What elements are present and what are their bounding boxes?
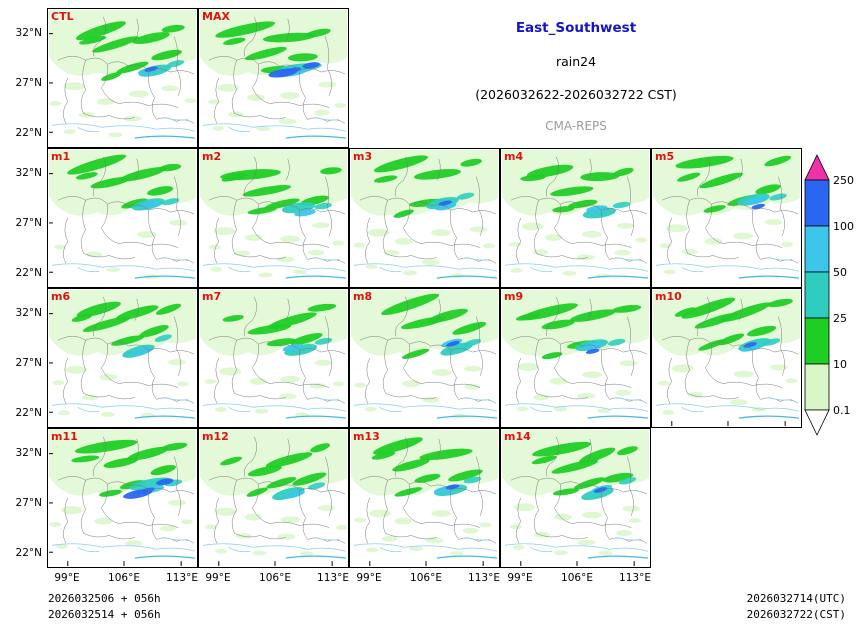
panel-m10: m10 (651, 288, 802, 428)
y-tick-label: 27°N (15, 217, 42, 229)
panel-label-m5: m5 (655, 150, 675, 163)
colorbar-tick-label: 250 (833, 174, 854, 187)
panel-label-ctl: CTL (51, 10, 74, 23)
model-name: CMA-REPS (545, 119, 607, 133)
panel-m5: m5 (651, 148, 802, 288)
x-tick-label: 99°E (356, 572, 382, 584)
colorbar-band (804, 317, 830, 365)
colorbar-over-arrow (804, 154, 830, 181)
panel-label-m8: m8 (353, 290, 373, 303)
panel-map-m7 (200, 289, 347, 419)
panel-label-m2: m2 (202, 150, 222, 163)
panel-label-m7: m7 (202, 290, 222, 303)
panel-m7: m7 (198, 288, 349, 428)
y-tick-label: 22°N (15, 407, 42, 419)
y-tick-label: 32°N (15, 167, 42, 179)
panel-map-m8 (351, 289, 498, 419)
y-tick-label: 27°N (15, 77, 42, 89)
colorbar-tick-label: 10 (833, 358, 847, 371)
footer-init-times: 2026032506 + 056h 2026032514 + 056h (48, 591, 161, 623)
panel-label-m13: m13 (353, 430, 380, 443)
panel-map-m14 (502, 429, 649, 567)
y-tick-label: 32°N (15, 307, 42, 319)
panel-label-m6: m6 (51, 290, 71, 303)
panel-map-m9 (502, 289, 649, 419)
y-tick-label: 32°N (15, 447, 42, 459)
panel-label-m4: m4 (504, 150, 524, 163)
colorbar-tick-label: 25 (833, 312, 847, 325)
x-tick-label: 106°E (259, 572, 291, 584)
x-tick-label: 106°E (108, 572, 140, 584)
panel-map-m6 (49, 289, 196, 419)
panel-map-ctl (49, 9, 197, 139)
panel-m6: m6 (47, 288, 198, 428)
panel-map-m1 (49, 149, 196, 280)
panel-label-m9: m9 (504, 290, 524, 303)
panel-m4: m4 (500, 148, 651, 288)
panel-map-m12 (200, 429, 348, 567)
panel-label-m14: m14 (504, 430, 531, 443)
x-tick-label: 106°E (561, 572, 593, 584)
panel-label-m10: m10 (655, 290, 682, 303)
x-tick-label: 113°E (619, 572, 651, 584)
colorbar-band (804, 363, 830, 411)
footer-valid-times: 2026032714(UTC) 2026032722(CST) (747, 591, 846, 623)
region-title: East_Southwest (515, 20, 637, 36)
panel-map-m10 (653, 289, 800, 427)
panel-m9: m9 (500, 288, 651, 428)
panel-map-m11 (49, 429, 196, 567)
panel-map-max (200, 9, 347, 139)
x-tick-label: 113°E (317, 572, 349, 584)
panel-m8: m8 (349, 288, 500, 428)
panel-m11: m11 (47, 428, 198, 568)
colorbar-tick-label: 100 (833, 220, 854, 233)
colorbar-under-arrow (804, 409, 830, 436)
x-tick-label: 99°E (507, 572, 533, 584)
panel-m13: m13 (349, 428, 500, 568)
panel-max: MAX (198, 8, 349, 148)
panel-map-m5 (653, 149, 800, 279)
panel-label-m1: m1 (51, 150, 71, 163)
valid-period: (2026032622-2026032722 CST) (475, 87, 677, 102)
colorbar: 250 100 50 25 10 0.1 (799, 150, 859, 445)
x-tick-label: 106°E (410, 572, 442, 584)
colorbar-band (804, 225, 830, 273)
panel-m12: m12 (198, 428, 349, 568)
x-tick-label: 99°E (54, 572, 80, 584)
y-tick-label: 27°N (15, 357, 42, 369)
panel-label-max: MAX (202, 10, 230, 23)
panel-ctl: CTL (47, 8, 198, 148)
panel-m3: m3 (349, 148, 500, 288)
y-tick-label: 22°N (15, 127, 42, 139)
y-tick-label: 27°N (15, 497, 42, 509)
panel-label-m12: m12 (202, 430, 229, 443)
x-tick-label: 113°E (468, 572, 500, 584)
variable-title: rain24 (555, 54, 597, 69)
title-block: East_Southwest rain24 (2026032622-202603… (360, 20, 792, 133)
y-tick-label: 22°N (15, 547, 42, 559)
panel-map-m13 (351, 429, 498, 567)
colorbar-tick-label: 0.1 (833, 404, 851, 417)
valid-time-cst: 2026032722(CST) (746, 608, 846, 621)
panel-m2: m2 (198, 148, 349, 288)
x-tick-label: 99°E (205, 572, 231, 584)
colorbar-band (804, 271, 830, 319)
panel-label-m11: m11 (51, 430, 78, 443)
panel-map-m3 (351, 149, 498, 279)
panel-label-m3: m3 (353, 150, 373, 163)
colorbar-band (804, 179, 830, 227)
panel-map-m2 (200, 149, 347, 279)
y-tick-label: 32°N (15, 27, 42, 39)
y-tick-label: 22°N (15, 267, 42, 279)
x-tick-label: 113°E (166, 572, 198, 584)
panel-m14: m14 (500, 428, 651, 568)
colorbar-svg: 250 100 50 25 10 0.1 (804, 154, 854, 436)
valid-time-utc: 2026032714(UTC) (746, 592, 846, 605)
colorbar-tick-label: 50 (833, 266, 847, 279)
init-time-line-2: 2026032514 + 056h (48, 608, 161, 621)
panel-map-m4 (502, 149, 649, 279)
init-time-line-1: 2026032506 + 056h (48, 592, 161, 605)
panel-m1: m1 (47, 148, 198, 288)
